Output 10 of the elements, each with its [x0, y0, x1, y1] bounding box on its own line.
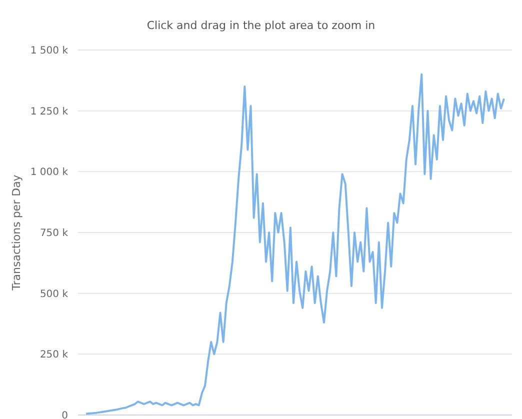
y-tick-label: 1 250 k: [30, 106, 68, 118]
y-tick-label: 1 500 k: [30, 46, 68, 56]
chart-subtitle: Click and drag in the plot area to zoom in: [146, 19, 376, 32]
y-tick-label: 750 k: [40, 228, 68, 239]
line-series: [85, 73, 505, 415]
y-axis-title: Transactions per Day: [10, 174, 23, 292]
y-tick-label: 0: [62, 410, 68, 419]
y-tick-label: 250 k: [40, 350, 68, 361]
y-tick-label: 500 k: [40, 288, 68, 300]
y-tick-label: 1 000 k: [30, 167, 68, 178]
